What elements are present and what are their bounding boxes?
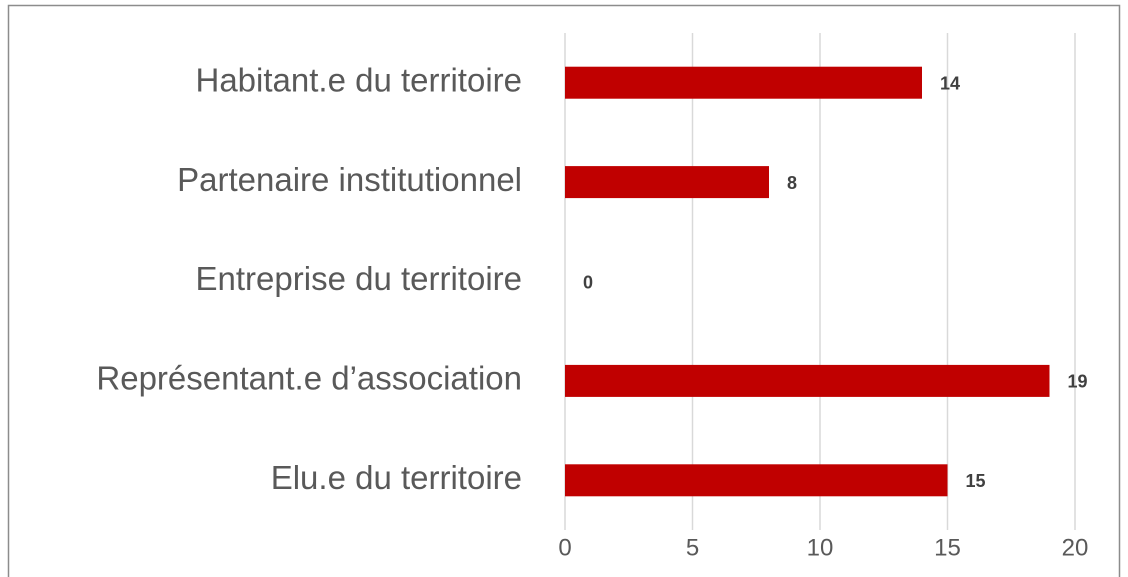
bar: [565, 66, 922, 99]
x-tick-label: 0: [558, 534, 571, 561]
data-label: 0: [583, 272, 593, 292]
y-tick-label: Représentant.e d’association: [96, 360, 522, 397]
bar: [565, 166, 769, 199]
x-tick-label: 10: [807, 534, 834, 561]
data-label: 19: [1068, 372, 1088, 392]
x-tick-label: 5: [686, 534, 699, 561]
data-label: 15: [966, 471, 986, 491]
y-tick-label: Habitant.e du territoire: [195, 61, 522, 98]
data-label: 14: [940, 73, 960, 93]
x-tick-label: 15: [934, 534, 961, 561]
y-tick-label: Entreprise du territoire: [196, 260, 522, 297]
y-tick-label: Elu.e du territoire: [271, 459, 522, 496]
y-tick-label: Partenaire institutionnel: [177, 161, 522, 198]
data-label: 8: [787, 173, 797, 193]
bar: [565, 364, 1050, 397]
x-tick-label: 20: [1062, 534, 1089, 561]
bar: [565, 464, 948, 497]
